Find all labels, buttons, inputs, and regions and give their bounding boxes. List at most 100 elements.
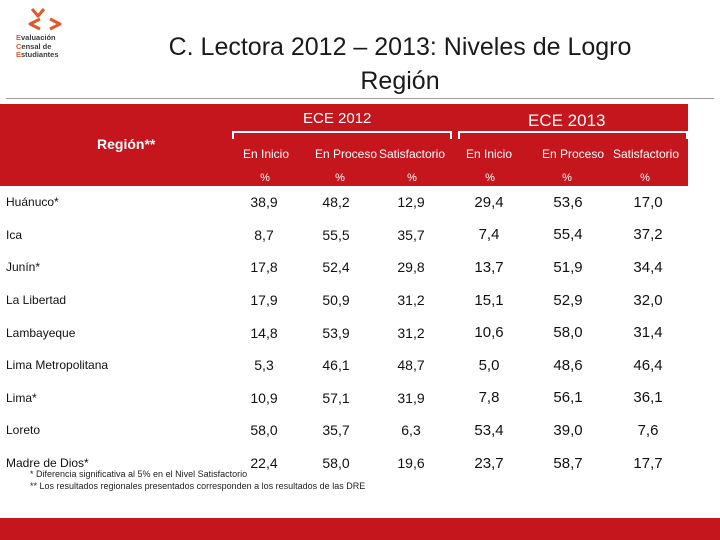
region-header: Región** (97, 136, 156, 152)
value-cell: 17,0 (608, 186, 688, 219)
value-cell: 46,1 (322, 357, 350, 374)
unit-label: % (562, 172, 572, 184)
value-cell: 7,6 (637, 421, 659, 439)
region-name-cell: Junín* (0, 251, 228, 284)
value-cell: 22,4 (228, 446, 300, 480)
year-2013-bracket (458, 131, 688, 139)
value-cell: 17,7 (608, 446, 688, 480)
value-cell: 8,7 (254, 226, 274, 243)
value-cell: 39,0 (553, 421, 583, 439)
value-cell: 35,7 (397, 226, 425, 243)
logo-text: Evaluación Censal de Estudiantes (16, 33, 59, 60)
col-header-inicio-2013: En Inicio (465, 147, 513, 161)
unit-label: % (335, 172, 345, 184)
title-divider (6, 98, 714, 99)
value-cell: 12,9 (372, 186, 450, 219)
value-cell: 58,0 (300, 446, 372, 480)
table-row: Loreto 58,0 35,7 6,3 53,4 39,0 7,6 (0, 414, 688, 447)
unit-label: % (485, 172, 495, 184)
region-name-cell: Huánuco* (0, 186, 228, 219)
value-cell: 38,9 (228, 186, 300, 219)
value-cell: 31,2 (372, 316, 450, 349)
col-header-satisfactorio-2013: Satisfactorio (612, 147, 680, 161)
table-row: Lima* 10,9 57,1 31,9 7,8 56,1 36,1 (0, 381, 688, 415)
value-cell: 31,4 (608, 316, 688, 349)
year-2013-header: ECE 2013 (528, 111, 606, 130)
table-row: Ica 8,7 55,5 35,7 7,4 55,4 37,2 (0, 219, 688, 252)
region-name-cell: La Libertad (6, 293, 67, 308)
value-cell: 35,7 (322, 422, 350, 439)
value-cell: 17,8 (228, 251, 300, 284)
value-cell: 5,3 (254, 357, 274, 374)
region-name-cell: Ica (6, 227, 23, 242)
value-cell: 29,4 (450, 186, 528, 219)
value-cell: 56,1 (528, 381, 608, 415)
value-cell: 48,7 (397, 357, 425, 374)
footnote-significance: * Diferencia significativa al 5% en el N… (30, 469, 248, 479)
region-name-cell: Madre de Dios* (0, 446, 228, 480)
value-cell: 52,9 (553, 291, 583, 309)
unit-label: % (640, 172, 650, 184)
table-row: Huánuco* 38,9 48,2 12,9 29,4 53,6 17,0 (0, 186, 688, 219)
table-header-columns (228, 104, 688, 186)
year-2012-header: ECE 2012 (303, 110, 372, 127)
value-cell: 31,2 (397, 292, 425, 309)
unit-label: % (260, 172, 270, 184)
region-name-cell: Loreto (6, 423, 41, 438)
footnotes: * Diferencia significativa al 5% en el N… (30, 468, 365, 492)
footnote-regional: ** Los resultados regionales presentados… (30, 481, 366, 491)
value-cell: 55,4 (553, 226, 583, 244)
results-table: Huánuco* 38,9 48,2 12,9 29,4 53,6 17,0 Ica 8,7 55… (0, 186, 688, 480)
value-cell: 48,6 (553, 356, 583, 374)
value-cell: 10,9 (228, 381, 300, 415)
table-row: Lambayeque 14,8 53,9 31,2 10,6 58,0 31,4 (0, 316, 688, 349)
region-name-cell: Lima* (0, 381, 228, 415)
table-row: Junín* 17,8 52,4 29,8 13,7 51,9 34,4 (0, 251, 688, 284)
page-title: C. Lectora 2012 – 2013: Niveles de Logro… (168, 33, 632, 95)
value-cell: 15,1 (474, 291, 504, 309)
value-cell: 14,8 (228, 316, 300, 349)
table-header: Región** (0, 104, 228, 186)
value-cell: 36,1 (608, 381, 688, 415)
value-cell: 10,6 (450, 316, 528, 349)
value-cell: 53,9 (300, 316, 372, 349)
value-cell: 6,3 (401, 422, 421, 439)
value-cell: 58,0 (528, 316, 608, 349)
unit-label: % (407, 172, 417, 184)
value-cell: 31,9 (372, 381, 450, 415)
col-header-proceso-2012: En Proceso (314, 147, 378, 161)
value-cell: 23,7 (450, 446, 528, 480)
value-cell: 53,6 (528, 186, 608, 219)
col-header-inicio-2012: En Inicio (242, 147, 290, 161)
value-cell: 7,8 (450, 381, 528, 415)
value-cell: 37,2 (633, 226, 663, 244)
value-cell: 58,7 (528, 446, 608, 480)
value-cell: 58,0 (250, 422, 278, 439)
bottom-bar (0, 518, 720, 540)
value-cell: 50,9 (322, 292, 350, 309)
year-2012-bracket (232, 131, 452, 139)
col-header-proceso-2013: En Proceso (541, 147, 605, 161)
table-row: Madre de Dios* 22,4 58,0 19,6 23,7 58,7 17,7 (0, 446, 688, 480)
value-cell: 53,4 (474, 421, 504, 439)
logo: Evaluación Censal de Estudiantes (6, 6, 96, 68)
value-cell: 46,4 (633, 356, 663, 374)
value-cell: 17,9 (250, 292, 278, 309)
region-name-cell: Lambayeque (0, 316, 228, 349)
value-cell: 19,6 (372, 446, 450, 480)
value-cell: 55,5 (322, 226, 350, 243)
value-cell: 48,2 (300, 186, 372, 219)
value-cell: 52,4 (300, 251, 372, 284)
value-cell: 57,1 (300, 381, 372, 415)
col-header-satisfactorio-2012: Satisfactorio (378, 147, 446, 161)
logo-mark-icon (28, 8, 62, 31)
value-cell: 13,7 (450, 251, 528, 284)
value-cell: 5,0 (478, 356, 500, 374)
value-cell: 29,8 (372, 251, 450, 284)
value-cell: 32,0 (633, 291, 663, 309)
value-cell: 7,4 (478, 226, 500, 244)
value-cell: 34,4 (608, 251, 688, 284)
table-row: La Libertad 17,9 50,9 31,2 15,1 52,9 32,0 (0, 284, 688, 317)
region-name-cell: Lima Metropolitana (6, 358, 109, 373)
value-cell: 51,9 (528, 251, 608, 284)
